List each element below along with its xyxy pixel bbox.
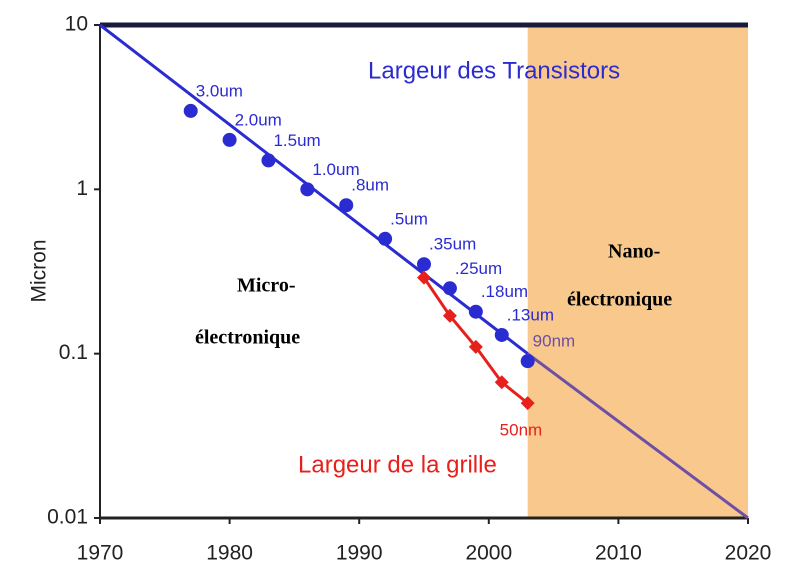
data-point [468, 304, 483, 319]
data-point [222, 132, 237, 147]
data-label: 1.0um [312, 160, 359, 179]
y-tick-label: 1 [76, 177, 88, 200]
x-tick-label: 2000 [465, 542, 512, 565]
data-label: .35um [429, 235, 476, 254]
annotation: électronique [567, 289, 672, 311]
data-label: .13um [507, 305, 554, 324]
data-point [300, 182, 315, 197]
data-point [442, 308, 457, 323]
y-axis-label: Micron [28, 239, 51, 302]
y-tick-label: 0.1 [59, 341, 88, 364]
annotation: Micro- [237, 275, 296, 297]
y-tick-label: 0.01 [47, 506, 88, 529]
data-point [442, 281, 457, 296]
annotation: Nano- [608, 241, 660, 263]
data-label: .25um [455, 259, 502, 278]
data-point [417, 270, 431, 285]
data-label: .5um [390, 209, 428, 228]
data-point [183, 103, 198, 118]
data-label: .18um [481, 282, 528, 301]
trend-line [526, 352, 749, 520]
data-point [378, 231, 393, 246]
x-tick-label: 1990 [336, 542, 383, 565]
data-point [339, 198, 354, 213]
data-label: .8um [351, 176, 389, 195]
x-tick-label: 1980 [206, 542, 253, 565]
data-point [520, 354, 535, 369]
data-point [261, 153, 276, 168]
x-tick-label: 2020 [725, 542, 772, 565]
x-tick-label: 1970 [77, 542, 124, 565]
data-label: 50nm [500, 421, 543, 440]
data-label: 2.0um [235, 110, 282, 129]
data-point [494, 375, 509, 390]
data-point [520, 396, 535, 411]
y-tick-label: 10 [65, 13, 88, 36]
x-tick-label: 2010 [595, 542, 642, 565]
annotation: électronique [195, 327, 300, 349]
data-label: 3.0um [196, 81, 243, 100]
data-point [494, 327, 509, 342]
series-title: Largeur des Transistors [368, 57, 620, 84]
data-point [417, 257, 431, 272]
data-label: 90nm [533, 332, 576, 351]
shaded-region [527, 25, 748, 518]
data-point [468, 339, 483, 354]
series-title: Largeur de la grille [298, 451, 497, 478]
data-label: 1.5um [273, 131, 320, 150]
